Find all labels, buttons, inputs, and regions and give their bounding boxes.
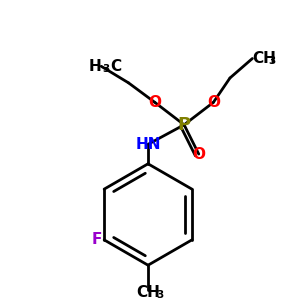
Text: 3: 3 bbox=[102, 64, 110, 74]
Text: CH: CH bbox=[136, 285, 160, 300]
Text: O: O bbox=[148, 95, 161, 110]
Text: CH: CH bbox=[252, 51, 276, 66]
Text: C: C bbox=[110, 59, 121, 74]
Text: P: P bbox=[178, 116, 191, 134]
Text: F: F bbox=[91, 232, 101, 247]
Text: 3: 3 bbox=[268, 56, 275, 66]
Text: HN: HN bbox=[135, 137, 161, 152]
Text: 3: 3 bbox=[156, 290, 163, 300]
Text: O: O bbox=[207, 95, 220, 110]
Text: O: O bbox=[192, 147, 205, 161]
Text: H: H bbox=[88, 59, 101, 74]
